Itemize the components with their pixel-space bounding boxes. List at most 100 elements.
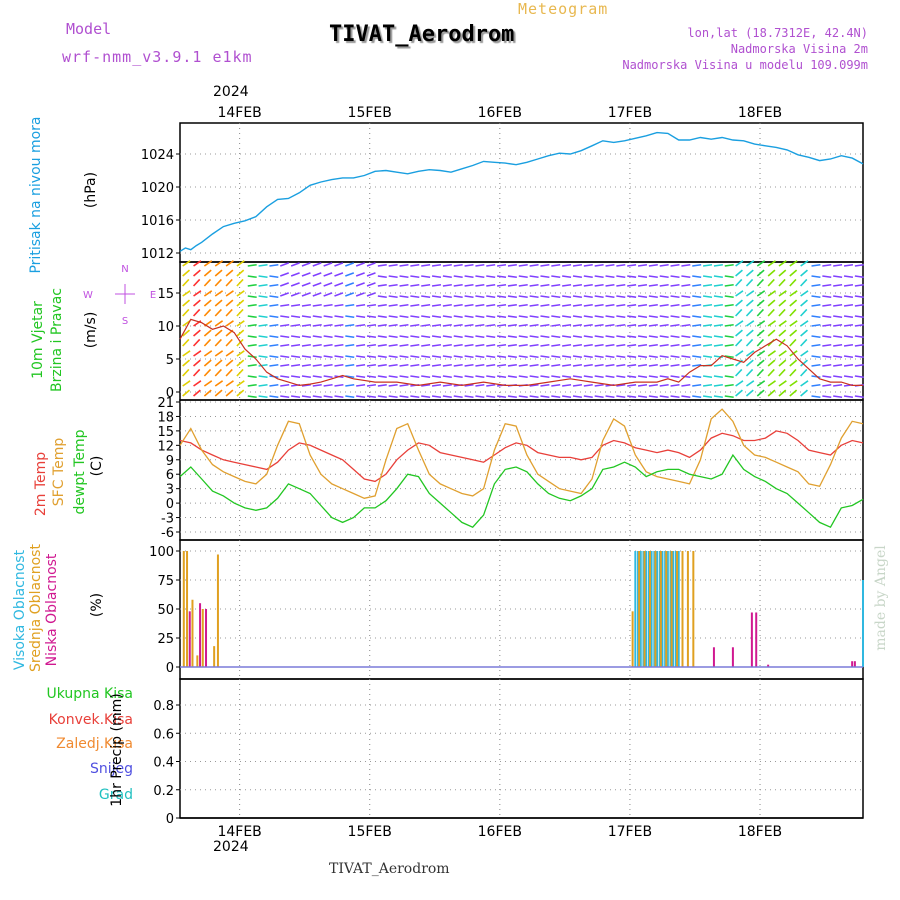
wind-arrow xyxy=(713,375,723,379)
wind-arrow xyxy=(518,375,528,379)
wind-arrow xyxy=(193,299,201,307)
wind-arrow xyxy=(627,283,637,287)
wind-arrow xyxy=(312,343,322,347)
wind-arrow xyxy=(475,363,485,367)
wind-arrow xyxy=(453,263,463,267)
wind-arrow xyxy=(518,295,528,299)
wind-arrow xyxy=(529,283,539,287)
wind-arrow xyxy=(334,323,344,327)
wind-arrow xyxy=(562,275,572,279)
wind-arrow xyxy=(833,303,843,307)
wind-arrow xyxy=(854,303,864,307)
wind-arrow xyxy=(822,343,832,347)
wind-arrow xyxy=(496,323,507,327)
wind-arrow xyxy=(854,343,864,347)
wind-arrow xyxy=(681,343,691,347)
wind-arrow xyxy=(323,272,333,277)
wind-arrow xyxy=(616,295,626,299)
wind-arrow xyxy=(670,343,680,347)
wind-arrow xyxy=(388,295,398,299)
wind-arrow xyxy=(203,290,213,297)
wind-arrow xyxy=(692,363,702,367)
wind-arrow xyxy=(377,263,387,267)
wind-arrow xyxy=(258,323,268,327)
wind-arrow xyxy=(735,389,743,397)
wind-arrow xyxy=(854,275,864,279)
wind-arrow xyxy=(713,275,723,279)
wind-arrow xyxy=(724,303,734,307)
wind-arrow xyxy=(637,355,648,359)
wind-arrow xyxy=(507,303,517,307)
wind-arrow xyxy=(616,283,626,287)
wind-arrow xyxy=(247,315,257,319)
wind-arrow xyxy=(280,383,290,387)
wind-arrow xyxy=(258,283,268,287)
wind-arrow xyxy=(323,315,333,319)
wind-arrow xyxy=(616,355,626,359)
wind-arrow xyxy=(453,275,463,279)
wind-arrow xyxy=(800,359,808,367)
year-label-top: 2024 xyxy=(213,84,249,100)
wind-arrow xyxy=(518,323,528,327)
wind-arrow xyxy=(323,282,333,287)
wind-arrow xyxy=(356,355,366,359)
y-tick-label: 0.8 xyxy=(153,699,174,714)
wind-arrow xyxy=(518,263,528,267)
wind-arrow xyxy=(778,290,787,297)
wind-arrow xyxy=(822,275,832,279)
wind-arrow xyxy=(475,295,485,299)
wind-arrow xyxy=(323,343,333,347)
wind-arrow xyxy=(572,375,583,379)
wind-arrow xyxy=(410,275,420,279)
wind-arrow xyxy=(431,343,442,347)
wind-arrow xyxy=(572,303,583,307)
wind-arrow xyxy=(269,323,279,327)
wind-arrow xyxy=(540,263,550,267)
wind-arrow xyxy=(410,343,420,347)
day-label-top: 14FEB xyxy=(217,105,261,121)
wind-arrow xyxy=(594,383,604,387)
wind-arrow xyxy=(800,338,808,347)
wind-arrow xyxy=(756,380,766,387)
wind-arrow xyxy=(594,315,604,319)
wind-arrow xyxy=(562,395,572,399)
wind-arrow xyxy=(442,375,452,379)
pressure-line xyxy=(179,131,864,252)
wind-arrow xyxy=(659,363,669,367)
wind-arrow xyxy=(811,275,821,279)
wind-arrow xyxy=(421,375,431,379)
wind-arrow xyxy=(627,335,637,339)
wind-arrow xyxy=(507,295,517,299)
wind-arrow xyxy=(583,383,593,387)
wind-arrow xyxy=(724,363,734,367)
wind-arrow xyxy=(225,269,234,277)
wind-arrow xyxy=(745,269,754,277)
wind-arrow xyxy=(507,335,517,339)
wind-arrow xyxy=(594,363,604,367)
wind-arrow xyxy=(562,335,572,339)
wind-arrow xyxy=(486,343,496,347)
wind-arrow xyxy=(735,380,744,387)
wind-arrow xyxy=(236,380,245,387)
wind-arrow xyxy=(713,323,723,327)
wind-arrow xyxy=(301,282,311,287)
wind-arrow xyxy=(225,278,233,287)
wind-arrow xyxy=(692,395,702,399)
wind-arrow xyxy=(388,283,398,287)
wind-arrow xyxy=(475,383,485,387)
wind-arrow xyxy=(551,283,561,287)
wind-arrow xyxy=(356,375,366,379)
wind-arrow xyxy=(843,295,854,299)
y-tick-label: 0 xyxy=(166,661,174,676)
wind-arrow xyxy=(702,375,713,379)
wind-arrow xyxy=(291,375,301,379)
wind-arrow xyxy=(637,343,648,347)
wind-arrow xyxy=(377,315,387,319)
wind-arrow xyxy=(366,395,377,399)
wind-arrow xyxy=(247,355,257,359)
wind-arrow xyxy=(637,323,648,327)
wind-arrow xyxy=(724,355,734,359)
wind-arrow xyxy=(540,375,550,379)
wind-arrow xyxy=(290,292,300,297)
wind-arrow xyxy=(388,383,398,387)
